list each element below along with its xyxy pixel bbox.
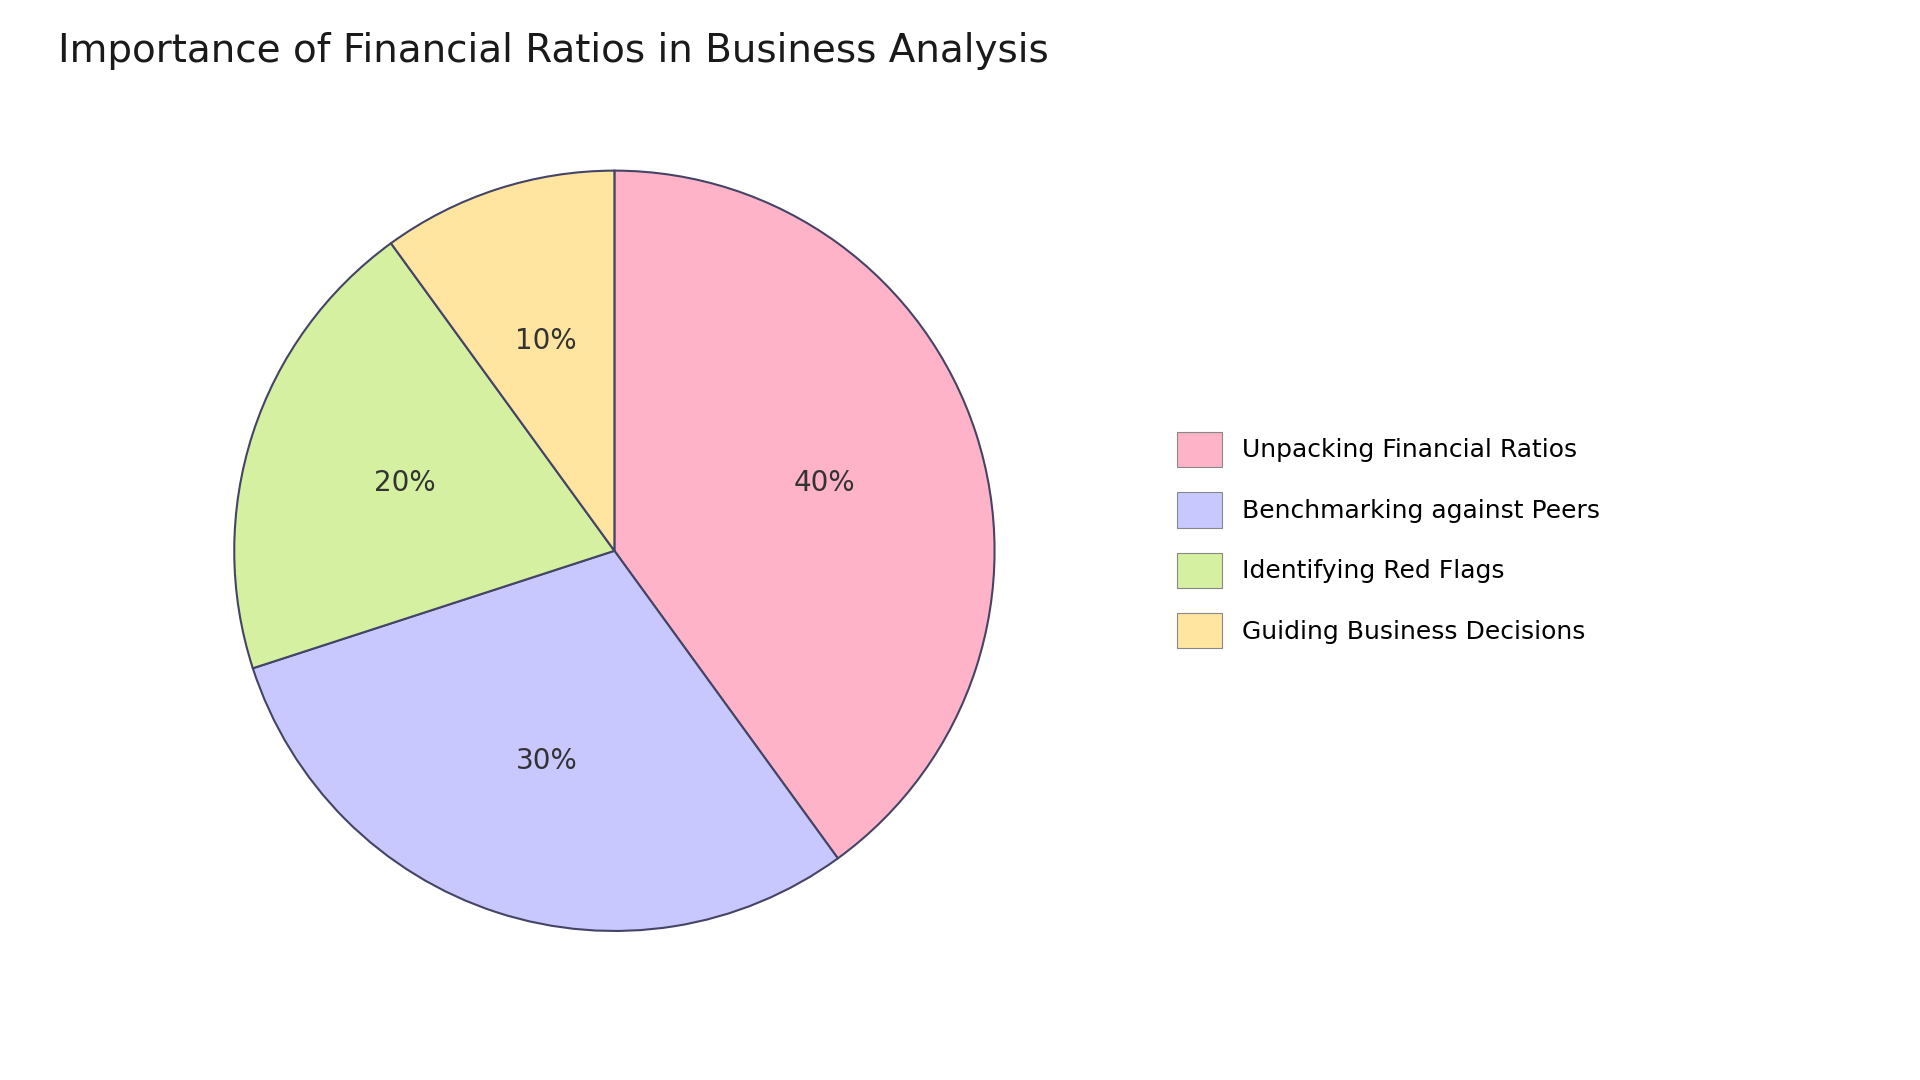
Wedge shape [392,171,614,551]
Wedge shape [253,551,837,931]
Text: Importance of Financial Ratios in Business Analysis: Importance of Financial Ratios in Busine… [58,32,1048,70]
Wedge shape [234,243,614,669]
Legend: Unpacking Financial Ratios, Benchmarking against Peers, Identifying Red Flags, G: Unpacking Financial Ratios, Benchmarking… [1165,419,1613,661]
Text: 40%: 40% [793,469,854,497]
Text: 20%: 20% [374,469,436,497]
Text: 30%: 30% [515,746,578,774]
Wedge shape [614,171,995,859]
Text: 10%: 10% [515,327,578,355]
